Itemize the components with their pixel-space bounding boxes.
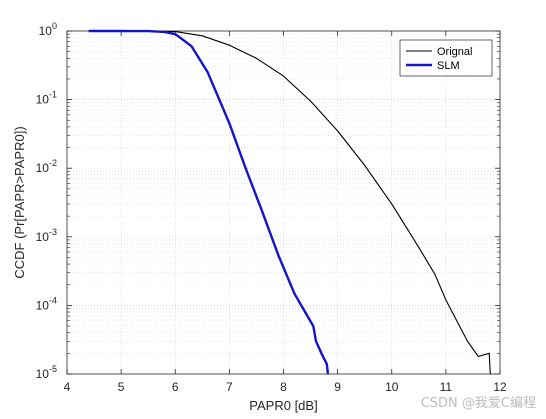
watermark: CSDN @我爱C编程 (420, 396, 536, 411)
y-tick-label: 10-1 (36, 90, 57, 107)
x-tick-label: 11 (440, 380, 453, 394)
x-tick-label: 8 (280, 380, 287, 394)
y-tick-label: 100 (39, 21, 57, 38)
legend: Orignal SLM (399, 39, 493, 77)
legend-box (399, 39, 493, 77)
x-tick-label: 7 (226, 380, 233, 394)
y-tick-label: 10-2 (36, 158, 57, 175)
x-tick-label: 10 (385, 380, 399, 394)
y-axis-label: CCDF (Pr[PAPR>PAPR0]) (12, 126, 27, 278)
series-line-orignal (88, 30, 491, 375)
x-tick-label: 9 (334, 380, 341, 394)
x-axis-label: PAPR0 [dB] (249, 398, 317, 413)
legend-label-slm: SLM (437, 60, 460, 72)
y-tick-label: 10-3 (36, 227, 57, 244)
x-tick-label: 6 (172, 380, 179, 394)
x-tick-labels: 4 5 6 7 8 9 10 11 12 (64, 380, 507, 394)
x-tick-label: 4 (64, 380, 71, 394)
x-tick-label: 12 (493, 380, 507, 394)
major-grid (67, 31, 500, 374)
legend-label-orignal: Orignal (437, 46, 472, 58)
y-tick-label: 10-4 (36, 295, 57, 312)
series-line-slm (88, 29, 330, 375)
series-layer (88, 29, 491, 375)
y-tick-labels: 100 10-1 10-2 10-3 10-4 10-5 (36, 21, 57, 381)
x-tick-label: 5 (118, 380, 125, 394)
y-tick-label: 10-5 (36, 364, 57, 381)
